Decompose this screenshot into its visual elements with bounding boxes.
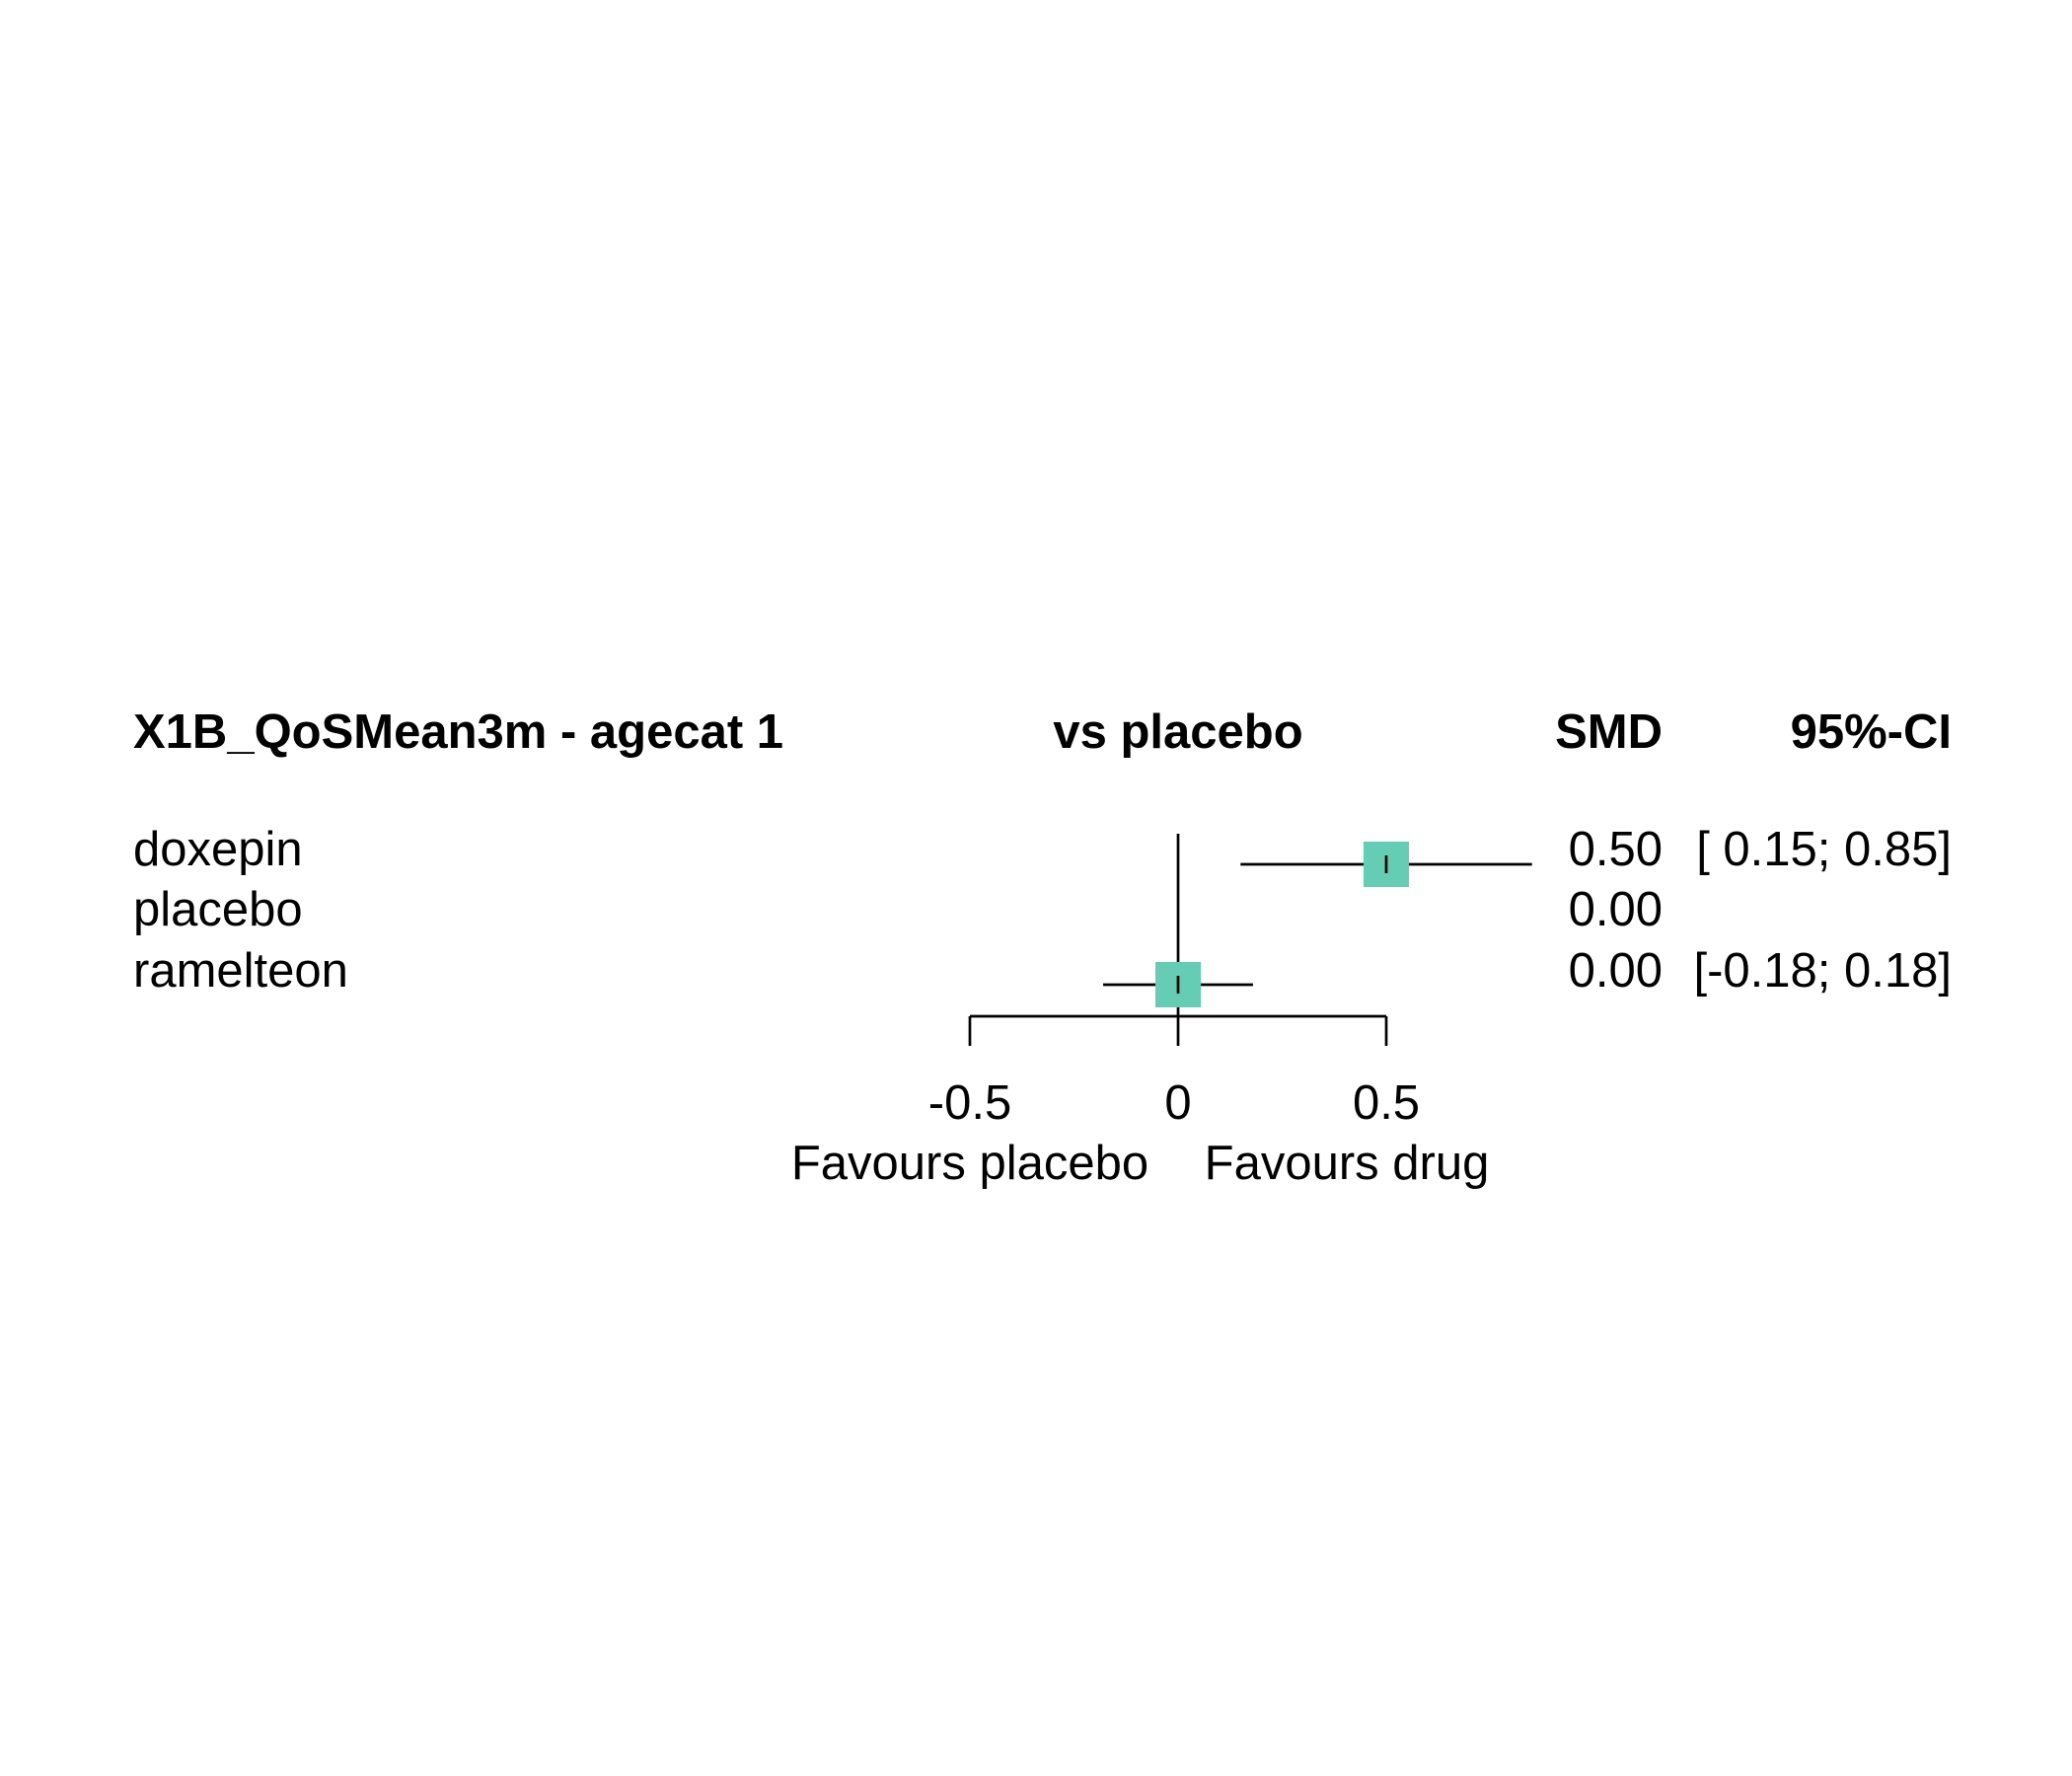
plot-column-header: vs placebo: [1053, 705, 1302, 759]
x-tick-label: -0.5: [928, 1076, 1011, 1130]
favours-left-label: Favours placebo: [791, 1137, 1148, 1190]
plot-area: -0.5 0 0.5: [928, 834, 1532, 1130]
study-column-header: X1B_QoSMean3m - agecat 1: [133, 705, 783, 759]
x-tick-label: 0: [1164, 1076, 1191, 1130]
favours-right-label: Favours drug: [1205, 1137, 1490, 1190]
ci-value-doxepin: [ 0.15; 0.85]: [1696, 823, 1952, 876]
smd-value-ramelteon: 0.00: [1569, 944, 1663, 998]
ci-column-header: 95%-CI: [1791, 705, 1952, 759]
row-label-ramelteon: ramelteon: [133, 944, 348, 998]
row-label-doxepin: doxepin: [133, 823, 303, 876]
row-label-placebo: placebo: [133, 883, 303, 936]
ci-value-ramelteon: [-0.18; 0.18]: [1693, 944, 1952, 998]
smd-value-placebo: 0.00: [1569, 883, 1663, 936]
smd-value-doxepin: 0.50: [1569, 823, 1663, 876]
smd-column-header: SMD: [1555, 705, 1663, 759]
x-tick-label: 0.5: [1353, 1076, 1420, 1130]
